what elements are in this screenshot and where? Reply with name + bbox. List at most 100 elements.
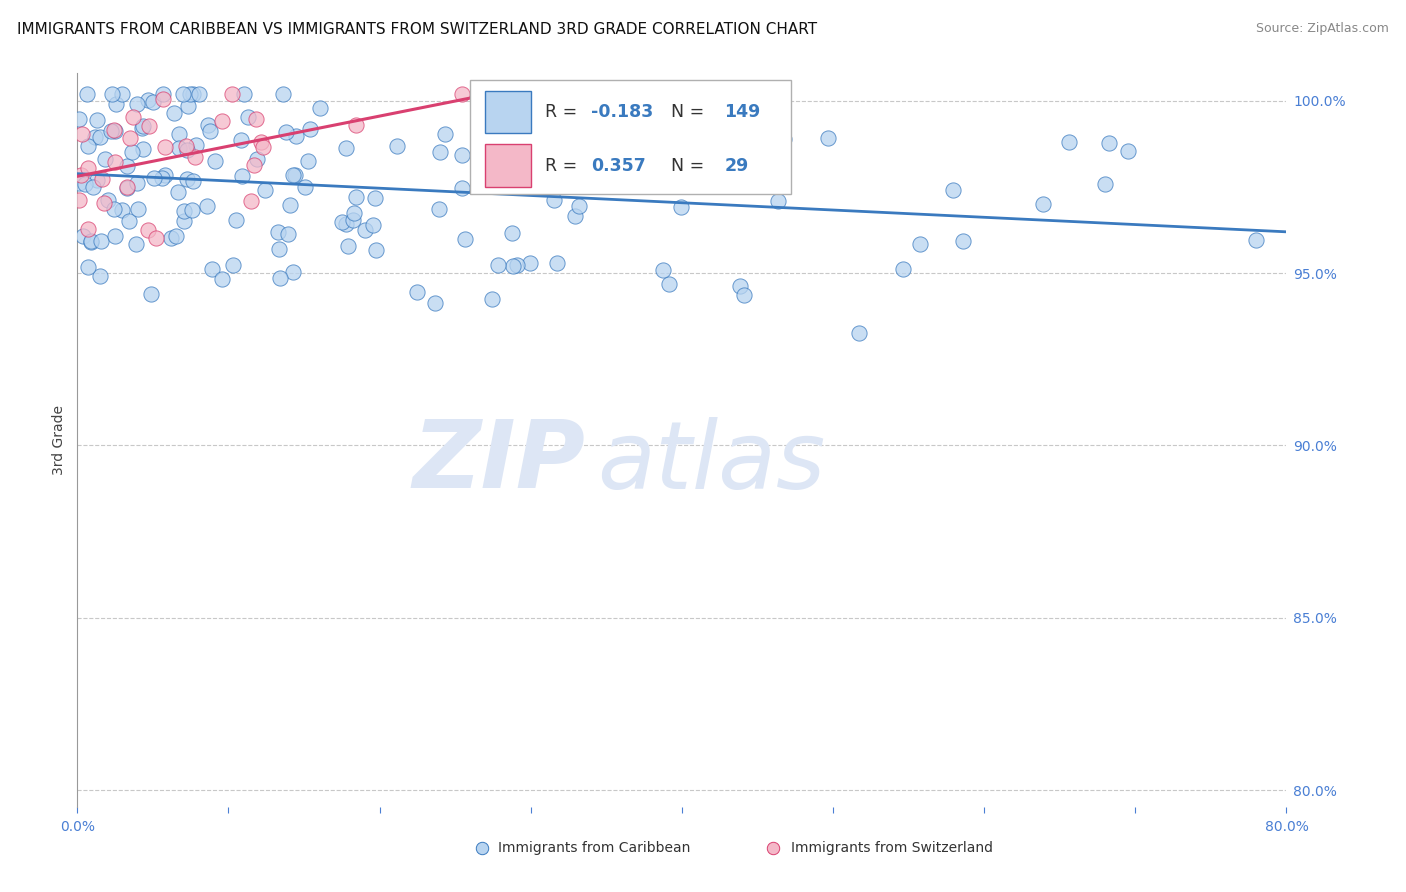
Point bbox=[142, 171, 165, 186]
Point bbox=[733, 288, 755, 302]
Point bbox=[942, 184, 965, 198]
Point bbox=[86, 112, 108, 127]
Point bbox=[80, 234, 103, 248]
Point bbox=[952, 234, 974, 248]
Text: 29: 29 bbox=[724, 157, 748, 175]
Point bbox=[211, 271, 233, 285]
Point bbox=[434, 127, 457, 141]
Point bbox=[336, 239, 359, 253]
Point bbox=[136, 93, 159, 107]
Point bbox=[90, 234, 112, 248]
Point bbox=[283, 265, 305, 279]
Point bbox=[167, 141, 190, 155]
Point bbox=[451, 87, 474, 101]
Point bbox=[67, 193, 90, 207]
Point bbox=[89, 129, 111, 144]
Point bbox=[245, 112, 267, 126]
Point bbox=[236, 110, 259, 124]
Point bbox=[120, 131, 142, 145]
Point bbox=[344, 118, 367, 132]
Point bbox=[100, 124, 122, 138]
Point bbox=[173, 214, 195, 228]
Point bbox=[1059, 136, 1081, 150]
Point bbox=[76, 139, 98, 153]
Point bbox=[221, 87, 243, 101]
Point bbox=[277, 227, 299, 242]
Point bbox=[176, 172, 198, 186]
Point bbox=[564, 209, 586, 223]
FancyBboxPatch shape bbox=[470, 80, 790, 194]
Point bbox=[91, 171, 114, 186]
Point bbox=[451, 180, 474, 194]
Point bbox=[173, 203, 195, 218]
Point bbox=[187, 87, 209, 101]
Point bbox=[127, 96, 149, 111]
Point bbox=[486, 258, 509, 272]
Point bbox=[172, 87, 194, 101]
Point bbox=[250, 136, 273, 150]
Point bbox=[276, 125, 298, 139]
Point bbox=[152, 87, 174, 101]
Point bbox=[184, 138, 207, 153]
Point bbox=[181, 203, 204, 218]
Point bbox=[110, 203, 132, 218]
Point bbox=[501, 226, 523, 240]
Point bbox=[97, 193, 120, 207]
Point bbox=[1032, 197, 1054, 211]
Point bbox=[131, 121, 153, 136]
Point bbox=[481, 292, 503, 306]
Point bbox=[723, 108, 745, 122]
Point bbox=[423, 296, 446, 310]
Point bbox=[111, 87, 134, 101]
Point bbox=[344, 190, 367, 204]
Point bbox=[252, 140, 274, 154]
Point bbox=[86, 173, 108, 187]
Text: IMMIGRANTS FROM CARIBBEAN VS IMMIGRANTS FROM SWITZERLAND 3RD GRADE CORRELATION C: IMMIGRANTS FROM CARIBBEAN VS IMMIGRANTS … bbox=[17, 22, 817, 37]
Point bbox=[773, 132, 796, 146]
FancyBboxPatch shape bbox=[485, 145, 531, 187]
Point bbox=[200, 124, 222, 138]
Point bbox=[181, 174, 204, 188]
Text: ZIP: ZIP bbox=[412, 417, 585, 508]
Point bbox=[84, 130, 107, 145]
Point bbox=[67, 176, 90, 190]
Point bbox=[72, 229, 94, 244]
Text: N =: N = bbox=[661, 103, 710, 121]
Point bbox=[330, 214, 353, 228]
Text: N =: N = bbox=[661, 157, 710, 175]
Point bbox=[231, 169, 253, 183]
Point bbox=[195, 199, 218, 213]
Point bbox=[204, 153, 226, 168]
Point bbox=[267, 226, 290, 240]
Text: R =: R = bbox=[546, 157, 583, 175]
Point bbox=[69, 169, 91, 183]
Point bbox=[364, 191, 387, 205]
Point bbox=[184, 150, 207, 164]
Point bbox=[519, 256, 541, 270]
Point bbox=[121, 145, 143, 160]
Point bbox=[82, 180, 104, 194]
Point bbox=[122, 110, 145, 124]
Point bbox=[551, 165, 574, 179]
Point bbox=[117, 159, 139, 173]
Point bbox=[176, 138, 198, 153]
Point bbox=[450, 148, 472, 162]
Point bbox=[271, 87, 294, 101]
Point bbox=[647, 176, 669, 190]
Point bbox=[335, 141, 357, 155]
Text: 149: 149 bbox=[724, 103, 761, 121]
Text: Immigrants from Caribbean: Immigrants from Caribbean bbox=[498, 840, 690, 855]
Point bbox=[104, 228, 127, 243]
Point bbox=[93, 153, 115, 167]
Point bbox=[245, 152, 267, 166]
Point bbox=[73, 177, 96, 191]
Point bbox=[155, 140, 177, 154]
Point bbox=[505, 258, 527, 272]
Point bbox=[132, 142, 155, 156]
Point bbox=[201, 261, 224, 276]
Point bbox=[167, 127, 190, 141]
FancyBboxPatch shape bbox=[485, 91, 531, 133]
Text: Immigrants from Switzerland: Immigrants from Switzerland bbox=[790, 840, 993, 855]
Point bbox=[150, 170, 173, 185]
Point bbox=[243, 158, 266, 172]
